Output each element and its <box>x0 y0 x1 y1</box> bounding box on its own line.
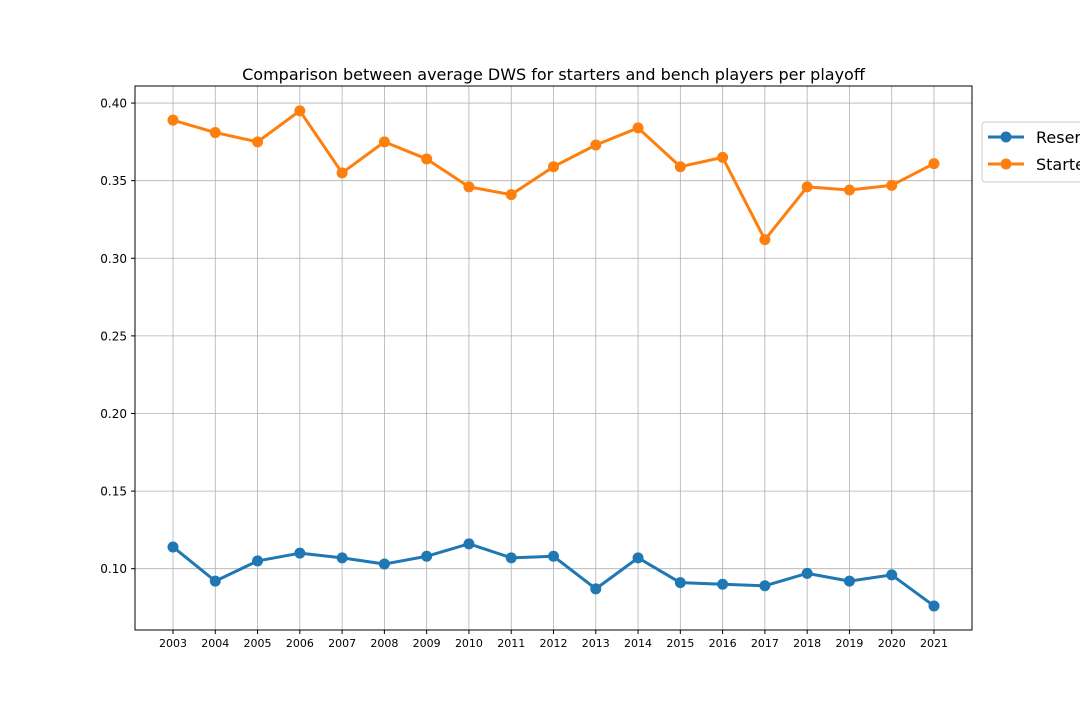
data-point-starters <box>843 184 855 196</box>
data-point-reserves <box>252 555 264 567</box>
data-point-reserves <box>886 569 898 581</box>
x-tick-label: 2010 <box>455 637 483 650</box>
legend: Reser Starte <box>981 121 1080 183</box>
x-tick-label: 2012 <box>540 637 568 650</box>
x-tick-label: 2003 <box>159 637 187 650</box>
data-point-starters <box>378 136 390 148</box>
legend-marker-reserves <box>1000 131 1012 143</box>
data-point-starters <box>886 179 898 191</box>
x-tick-label: 2008 <box>370 637 398 650</box>
data-point-starters <box>717 151 729 163</box>
data-point-starters <box>590 139 602 151</box>
x-tick-label: 2009 <box>413 637 441 650</box>
data-point-reserves <box>674 577 686 589</box>
data-point-reserves <box>421 550 433 562</box>
x-tick-label: 2019 <box>835 637 863 650</box>
x-tick-label: 2016 <box>709 637 737 650</box>
data-point-reserves <box>759 580 771 592</box>
data-point-reserves <box>294 547 306 559</box>
data-point-reserves <box>843 575 855 587</box>
data-point-reserves <box>336 552 348 564</box>
data-point-starters <box>463 181 475 193</box>
y-tick-label: 0.30 <box>100 252 127 266</box>
legend-label-starters: Starte <box>1036 155 1080 174</box>
x-tick-label: 2021 <box>920 637 948 650</box>
legend-marker-starters <box>1000 158 1012 170</box>
data-point-reserves <box>928 600 940 612</box>
data-point-starters <box>252 136 264 148</box>
data-point-reserves <box>590 583 602 595</box>
data-point-starters <box>801 181 813 193</box>
data-point-starters <box>548 161 559 173</box>
data-point-starters <box>336 167 348 179</box>
y-tick-label: 0.40 <box>100 97 127 111</box>
x-tick-label: 2015 <box>666 637 694 650</box>
data-point-reserves <box>548 550 559 562</box>
x-tick-label: 2017 <box>751 637 779 650</box>
series-layer <box>167 105 940 612</box>
x-tick-label: 2005 <box>244 637 272 650</box>
data-point-reserves <box>505 552 517 564</box>
y-tick-label: 0.35 <box>100 174 127 188</box>
x-tick-label: 2007 <box>328 637 356 650</box>
y-axis: 0.10 0.15 0.20 0.25 0.30 0.35 0.40 <box>100 97 135 576</box>
data-point-reserves <box>209 575 221 587</box>
data-point-reserves <box>463 538 475 550</box>
x-axis: 2003 2004 2005 2006 2007 2008 2009 2010 2011 2012… <box>159 630 948 650</box>
legend-label-reserves: Reser <box>1036 128 1080 147</box>
x-tick-label: 2011 <box>497 637 525 650</box>
data-point-starters <box>167 114 179 126</box>
x-tick-label: 2018 <box>793 637 821 650</box>
y-tick-label: 0.20 <box>100 407 127 421</box>
data-point-reserves <box>167 541 179 553</box>
x-tick-label: 2004 <box>201 637 229 650</box>
series-starters <box>167 105 940 246</box>
data-point-starters <box>421 153 433 165</box>
y-tick-label: 0.15 <box>100 485 127 499</box>
series-reserves <box>167 538 940 612</box>
data-point-starters <box>759 234 771 246</box>
data-point-reserves <box>632 552 644 564</box>
data-point-starters <box>632 122 644 134</box>
data-point-starters <box>505 189 517 201</box>
x-tick-label: 2006 <box>286 637 314 650</box>
y-tick-label: 0.10 <box>100 562 127 576</box>
data-point-reserves <box>717 578 729 590</box>
data-point-reserves <box>378 558 390 570</box>
data-point-reserves <box>801 567 813 579</box>
data-point-starters <box>209 127 221 139</box>
chart-title: Comparison between average DWS for start… <box>242 65 866 84</box>
x-tick-label: 2014 <box>624 637 652 650</box>
data-point-starters <box>674 161 686 173</box>
y-tick-label: 0.25 <box>100 329 127 343</box>
x-tick-label: 2013 <box>582 637 610 650</box>
data-point-starters <box>928 158 940 170</box>
data-point-starters <box>294 105 306 117</box>
x-tick-label: 2020 <box>878 637 906 650</box>
